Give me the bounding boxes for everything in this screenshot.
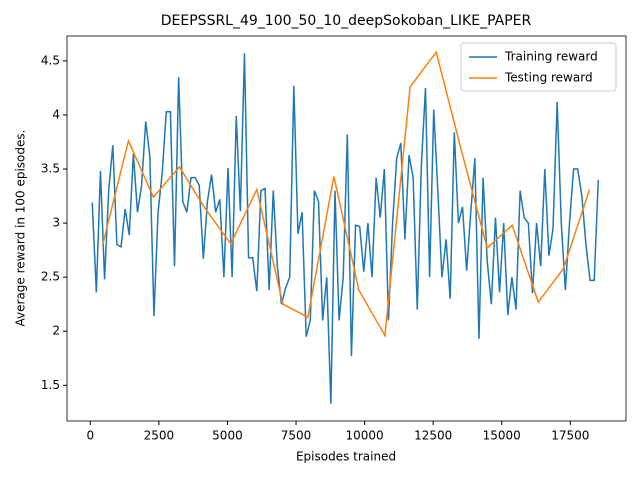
y-axis-label: Average reward in 100 episodes. (14, 130, 28, 327)
y-tick-label: 2.5 (41, 270, 60, 284)
x-tick-label: 17500 (551, 429, 589, 443)
x-tick-label: 5000 (212, 429, 243, 443)
x-tick-label: 7500 (281, 429, 312, 443)
line-series (101, 50, 591, 338)
y-tick-label: 4.5 (41, 53, 60, 67)
line-series (91, 53, 600, 404)
y-tick-label: 3 (52, 216, 60, 230)
legend-box (460, 42, 617, 92)
y-tick-label: 4 (52, 107, 60, 121)
y-tick-label: 2 (52, 324, 60, 338)
legend-label: Training reward (504, 50, 598, 64)
x-tick-label: 15000 (483, 429, 521, 443)
x-tick-label: 12500 (414, 429, 452, 443)
chart-title: DEEPSSRL_49_100_50_10_deepSokoban_LIKE_P… (161, 13, 532, 29)
legend-label: Testing reward (504, 71, 593, 85)
y-tick-label: 1.5 (41, 378, 60, 392)
x-axis-label: Episodes trained (296, 450, 396, 464)
x-tick-label: 10000 (346, 429, 384, 443)
x-tick-label: 2500 (144, 429, 175, 443)
y-tick-label: 3.5 (41, 162, 60, 176)
x-tick-label: 0 (86, 429, 94, 443)
plot-frame (66, 35, 627, 422)
